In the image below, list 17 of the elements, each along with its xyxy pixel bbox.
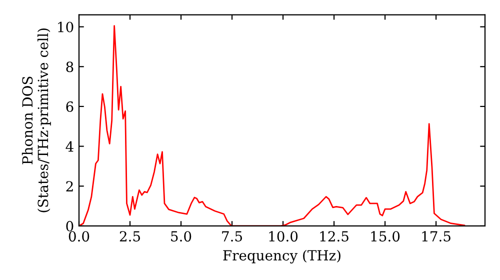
- y-axis-title: Phonon DOS (States/THz·primitive cell): [22, 28, 51, 212]
- y-tick-label: 8: [66, 62, 74, 72]
- y-tick-label: 4: [66, 141, 74, 152]
- x-axis-title: Frequency (THz): [223, 250, 340, 264]
- x-tick-label: 2.5: [120, 231, 140, 242]
- x-tick-label: 5.0: [171, 231, 192, 242]
- x-tick-label: 7.5: [222, 231, 242, 242]
- y-tick-label: 6: [66, 101, 74, 112]
- y-tick-label: 2: [66, 181, 73, 192]
- x-tick-label: 17.5: [422, 231, 450, 242]
- x-tick-label: 12.5: [320, 231, 348, 242]
- line-series: [79, 25, 466, 226]
- x-tick-label: 15.0: [371, 231, 400, 242]
- x-tick-label: 0.0: [68, 231, 90, 242]
- x-tick-label: 10.0: [269, 231, 298, 242]
- y-tick-label: 0: [66, 220, 74, 232]
- y-tick-label: 10: [58, 22, 74, 32]
